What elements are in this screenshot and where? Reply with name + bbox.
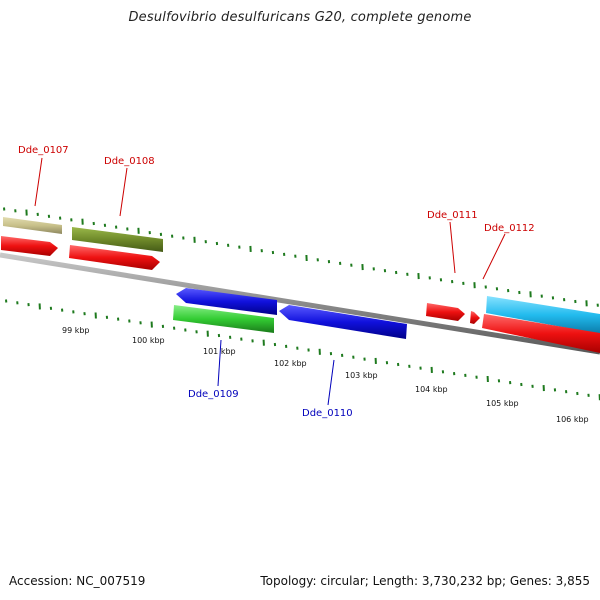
label-dde-0109[interactable]: Dde_0109 bbox=[188, 389, 239, 400]
leader-dde-0111 bbox=[449, 221, 456, 274]
scale-label-106: 106 kbp bbox=[556, 415, 589, 424]
scale-label-103: 103 kbp bbox=[345, 371, 378, 380]
gene-blue-reverse-1[interactable] bbox=[176, 288, 277, 315]
label-leaders bbox=[34, 157, 506, 406]
genome-summary-text: Topology: circular; Length: 3,730,232 bp… bbox=[260, 574, 590, 588]
label-dde-0107[interactable]: Dde_0107 bbox=[18, 145, 69, 156]
gene-dde-0111[interactable] bbox=[426, 303, 465, 321]
gene-red-forward-1[interactable] bbox=[1, 236, 58, 256]
accession-text: Accession: NC_007519 bbox=[9, 574, 146, 588]
gene-red-small-arrow[interactable] bbox=[470, 311, 480, 324]
gene-red-forward-3[interactable] bbox=[482, 314, 600, 353]
gene-labels: Dde_0107 Dde_0108 Dde_0111 Dde_0112 Dde_… bbox=[18, 145, 535, 419]
leader-dde-0109 bbox=[217, 339, 222, 387]
leader-dde-0112 bbox=[482, 233, 506, 280]
gene-dde-0110[interactable] bbox=[279, 305, 407, 339]
genome-title: Desulfovibrio desulfuricans G20, complet… bbox=[128, 10, 472, 25]
label-dde-0110[interactable]: Dde_0110 bbox=[302, 408, 353, 419]
leader-dde-0107 bbox=[34, 157, 43, 207]
gene-dde-0108[interactable] bbox=[72, 227, 163, 252]
gene-features bbox=[1, 217, 600, 353]
lower-tick-track bbox=[5, 299, 600, 401]
scale-label-100: 100 kbp bbox=[132, 336, 165, 345]
label-dde-0111[interactable]: Dde_0111 bbox=[427, 210, 478, 221]
scale-label-99: 99 kbp bbox=[62, 326, 90, 335]
gene-dde-0109[interactable] bbox=[173, 305, 274, 333]
gene-dde-0112[interactable] bbox=[486, 296, 600, 334]
scale-label-104: 104 kbp bbox=[415, 385, 448, 394]
label-dde-0108[interactable]: Dde_0108 bbox=[104, 156, 155, 167]
scale-label-101: 101 kbp bbox=[203, 347, 236, 356]
genome-backbone bbox=[0, 252, 600, 355]
scale-label-105: 105 kbp bbox=[486, 399, 519, 408]
leader-dde-0110 bbox=[327, 359, 335, 406]
label-dde-0112[interactable]: Dde_0112 bbox=[484, 223, 535, 234]
upper-tick-track bbox=[3, 207, 599, 307]
gene-red-forward-2[interactable] bbox=[69, 245, 160, 270]
scale-labels: 99 kbp 100 kbp 101 kbp 102 kbp 103 kbp 1… bbox=[62, 326, 589, 424]
leader-dde-0108 bbox=[119, 167, 128, 217]
scale-label-102: 102 kbp bbox=[274, 359, 307, 368]
gene-dde-0107[interactable] bbox=[3, 217, 62, 234]
